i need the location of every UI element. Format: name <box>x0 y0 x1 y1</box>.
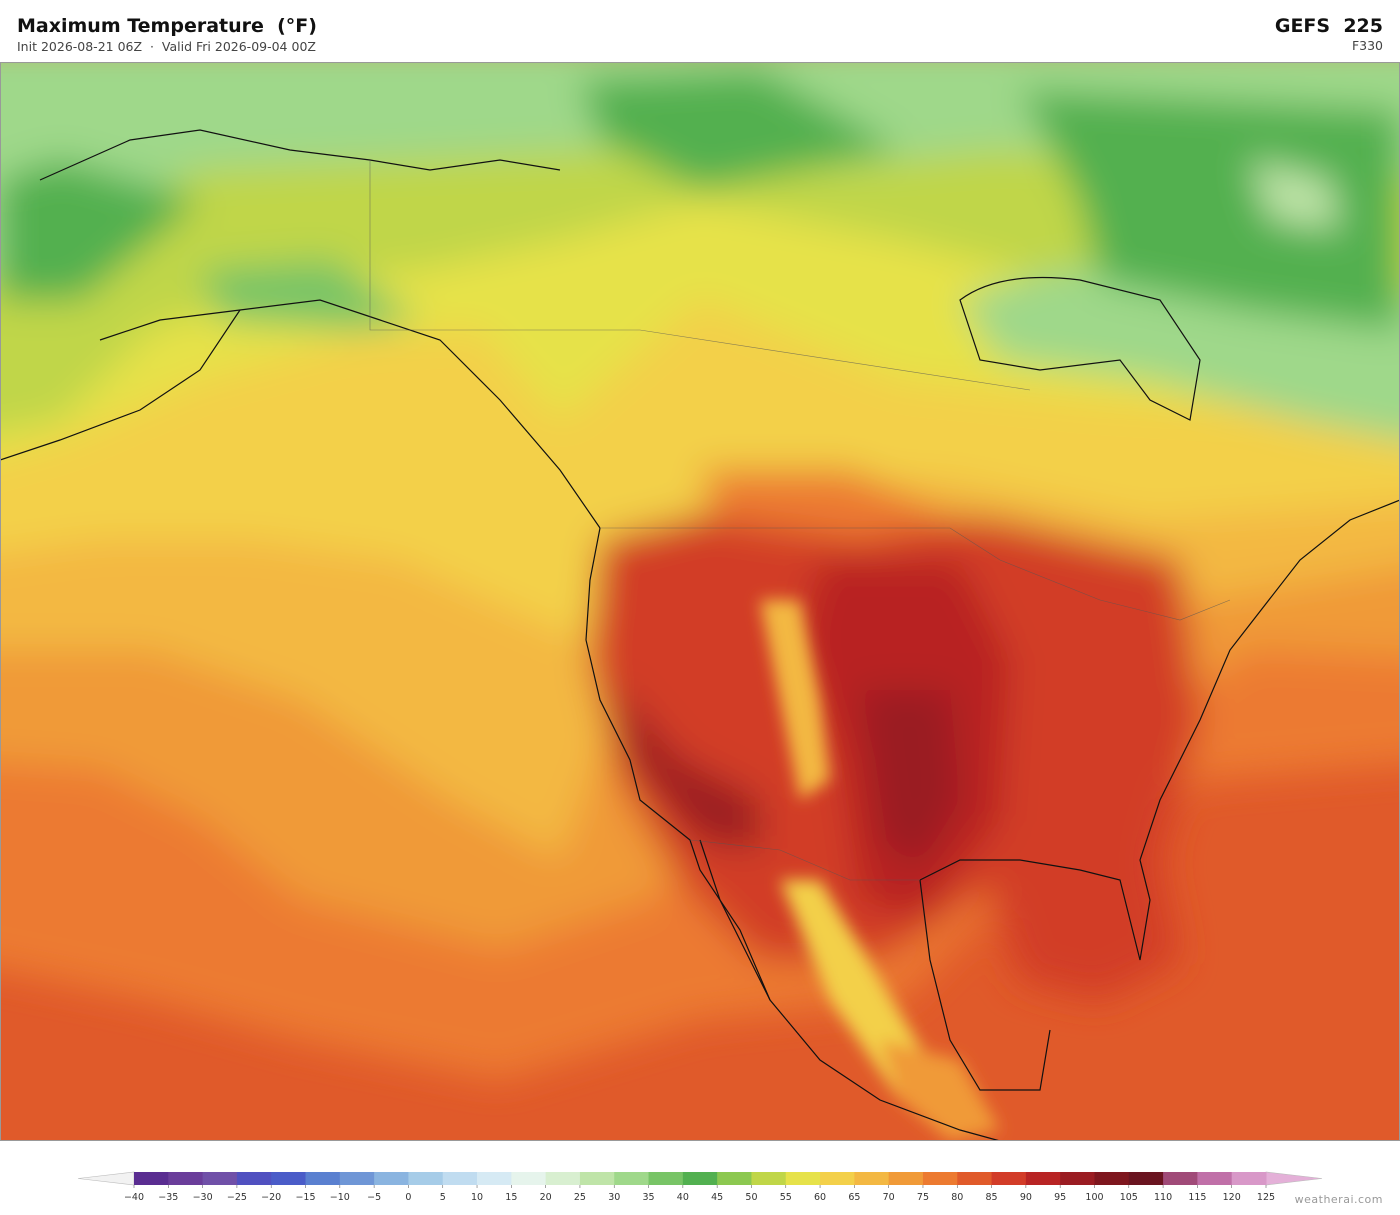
colorbar-tick-label: 5 <box>440 1192 446 1201</box>
colorbar-tick-label: −35 <box>158 1192 178 1201</box>
colorbar-bin <box>202 1172 238 1185</box>
colorbar-bin <box>271 1172 307 1185</box>
colorbar-tick-label: 105 <box>1120 1192 1138 1201</box>
colorbar-bin <box>168 1172 204 1185</box>
field <box>0 62 1400 1141</box>
borders <box>369 160 1231 881</box>
colorbar-tick-label: −5 <box>367 1192 381 1201</box>
colorbar-tick-label: 75 <box>917 1192 929 1201</box>
colorbar-tick-label: 110 <box>1154 1192 1172 1201</box>
colorbar-bin <box>751 1172 787 1185</box>
colorbar-bin <box>922 1172 958 1185</box>
colorbar-tick-label: 90 <box>1020 1192 1032 1201</box>
colorbar-bin <box>648 1172 684 1185</box>
colorbar-tick-label: 125 <box>1257 1192 1275 1201</box>
header: Maximum Temperature (°F) Init 2026-08-21… <box>0 0 1400 62</box>
colorbar-bin <box>1197 1172 1233 1185</box>
temperature-map <box>0 62 1400 1141</box>
colorbar-tick-label: −30 <box>193 1192 213 1201</box>
colorbar-tick-label: 30 <box>608 1192 620 1201</box>
colorbar-bin <box>614 1172 650 1185</box>
colorbar-bin <box>1128 1172 1164 1185</box>
colorbar-tick-label: 15 <box>505 1192 517 1201</box>
title: Maximum Temperature (°F) <box>17 15 317 37</box>
colorbar-over <box>1265 1171 1323 1186</box>
colorbar-tick-label: −25 <box>227 1192 247 1201</box>
colorbar-tick-label: 115 <box>1188 1192 1206 1201</box>
colorbar-bin <box>477 1172 512 1185</box>
colorbar-tick-label: 60 <box>814 1192 826 1201</box>
coastline <box>0 129 1400 1141</box>
colorbar-tick-label: −40 <box>124 1192 144 1201</box>
colorbar-bin <box>1231 1172 1267 1185</box>
colorbar-tick-label: 100 <box>1085 1192 1103 1201</box>
colorbar-bin <box>682 1172 718 1185</box>
colorbar-tick-label: 120 <box>1223 1192 1241 1201</box>
colorbar-tick-label: 55 <box>780 1192 792 1201</box>
colorbar-tick-label: 0 <box>405 1192 411 1201</box>
colorbar-bin <box>579 1172 615 1185</box>
colorbar-tick-label: 85 <box>986 1192 998 1201</box>
colorbar: −40 −35 −30 −25 −20 −15 −10 −5 0 5 10 15 20 25 30 35 40 4… <box>77 1171 1323 1201</box>
colorbar-tick-label: 80 <box>951 1192 963 1201</box>
colorbar-tick-label: −15 <box>295 1192 315 1201</box>
colorbar-tick-label: 65 <box>848 1192 860 1201</box>
credit: weatherai.com <box>1294 1193 1383 1206</box>
colorbar-bin <box>408 1172 444 1185</box>
colorbar-bin <box>1060 1172 1095 1185</box>
colorbar-bin <box>820 1172 855 1185</box>
colorbar-tick-label: 35 <box>642 1192 654 1201</box>
colorbar-tick-label: 25 <box>574 1192 586 1201</box>
colorbar-tick-label: 10 <box>471 1192 483 1201</box>
colorbar-bin <box>888 1172 924 1185</box>
colorbar-tick-label: 70 <box>883 1192 895 1201</box>
colorbar-tick-label: 45 <box>711 1192 723 1201</box>
colorbar-bin <box>305 1172 341 1185</box>
colorbar-bin <box>545 1172 581 1185</box>
colorbar-bin <box>854 1172 890 1185</box>
colorbar-bin <box>785 1172 821 1185</box>
colorbar-bin <box>511 1172 547 1185</box>
colorbar-bin <box>1094 1172 1130 1185</box>
colorbar-bin <box>1025 1172 1061 1185</box>
colorbar-bin <box>1163 1172 1198 1185</box>
colorbar-tick-label: 20 <box>540 1192 552 1201</box>
colorbar-bin <box>957 1172 993 1185</box>
colorbar-bin <box>236 1172 272 1185</box>
colorbar-bin <box>991 1172 1027 1185</box>
colorbar-tick-label: 40 <box>677 1192 689 1201</box>
colorbar-tick-label: −10 <box>330 1192 350 1201</box>
subtitle: Init 2026-08-21 06Z · Valid Fri 2026-09-… <box>17 39 316 54</box>
colorbar-bin <box>339 1172 375 1185</box>
model-label: GEFS 225 <box>1274 15 1383 37</box>
colorbar-tick-label: −20 <box>261 1192 281 1201</box>
colorbar-bin <box>442 1172 478 1185</box>
forecast-hour: F330 <box>1351 38 1383 53</box>
colorbar-tick-label: 50 <box>745 1192 757 1201</box>
colorbar-bin <box>134 1172 169 1185</box>
colorbar-bin <box>374 1172 409 1185</box>
colorbar-bin <box>717 1172 752 1185</box>
colorbar-under <box>77 1171 135 1186</box>
colorbar-tick-label: 95 <box>1054 1192 1066 1201</box>
